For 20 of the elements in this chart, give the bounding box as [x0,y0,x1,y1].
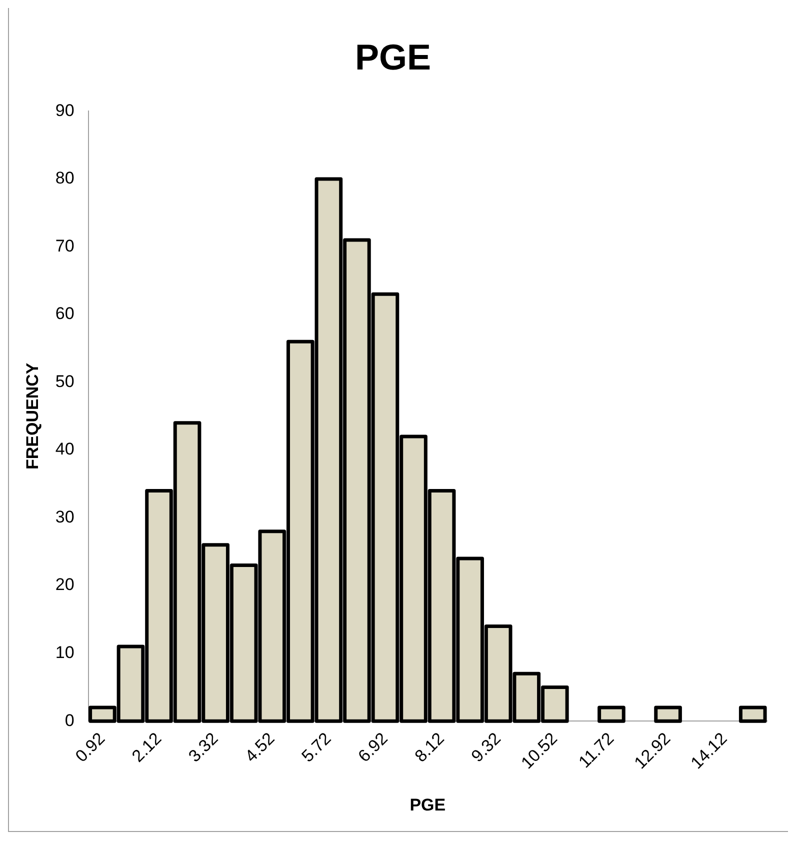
y-tick-label: 80 [55,168,74,188]
x-tick-label: 8.12 [411,729,448,766]
y-tick-label: 0 [64,710,74,730]
y-tick-label: 10 [55,643,74,662]
y-tick-label: 30 [55,507,74,526]
x-tick-label: 6.92 [354,729,392,766]
chart-title: PGE [354,36,432,78]
x-tick-label: 3.32 [184,729,222,766]
x-tick-label: 4.52 [241,729,278,766]
y-tick-label: 60 [55,304,74,324]
x-tick-label: 9.32 [468,729,504,766]
y-tick-label: 40 [55,440,74,459]
x-tick-label: 0.92 [72,729,109,766]
x-tick-label: 5.72 [298,729,335,766]
y-tick-label: 20 [55,575,74,594]
y-tick-label: 70 [55,236,74,256]
y-axis-title: FREQUENCY [22,362,42,470]
x-axis-title: PGE [410,795,446,814]
y-tick-label: 50 [55,372,74,391]
y-tick-label: 90 [55,100,74,120]
